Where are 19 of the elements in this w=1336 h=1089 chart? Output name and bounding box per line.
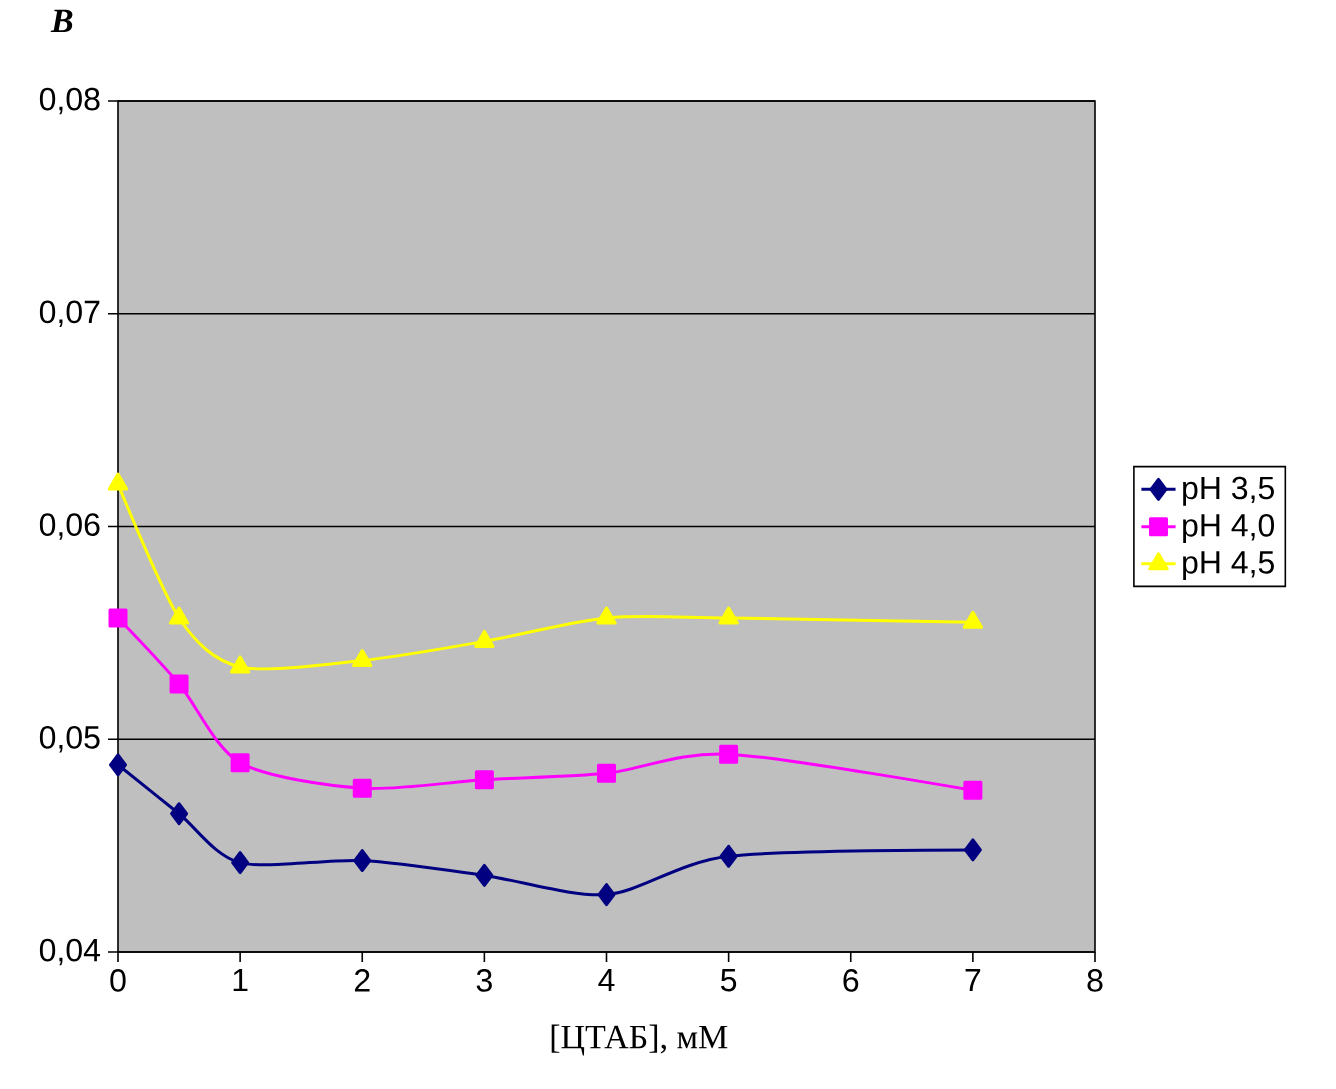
- legend-label: pH 4,0: [1183, 514, 1275, 543]
- x-tick-label: 6: [843, 969, 859, 992]
- x-tick-label: 1: [233, 969, 248, 992]
- x-tick-label: 8: [1087, 969, 1103, 992]
- x-tick-label: 7: [965, 969, 981, 992]
- x-tick-label: 3: [476, 969, 492, 992]
- y-tick-label: 0,05: [39, 726, 100, 753]
- legend-label: pH 4,5: [1183, 551, 1274, 581]
- x-tick-label: 5: [721, 969, 737, 992]
- x-axis-title: [ЦТАБ], мМ: [551, 1024, 728, 1056]
- chart-title: В: [50, 9, 73, 33]
- y-tick-label: 0,04: [39, 938, 100, 966]
- x-tick-label: 0: [110, 969, 126, 992]
- y-tick-label: 0,08: [39, 87, 100, 115]
- x-tick-label: 2: [354, 969, 370, 992]
- y-tick-label: 0,07: [39, 300, 100, 327]
- x-tick-label: 4: [598, 969, 615, 992]
- legend-label: pH 3,5: [1183, 476, 1274, 506]
- y-tick-label: 0,06: [39, 513, 100, 540]
